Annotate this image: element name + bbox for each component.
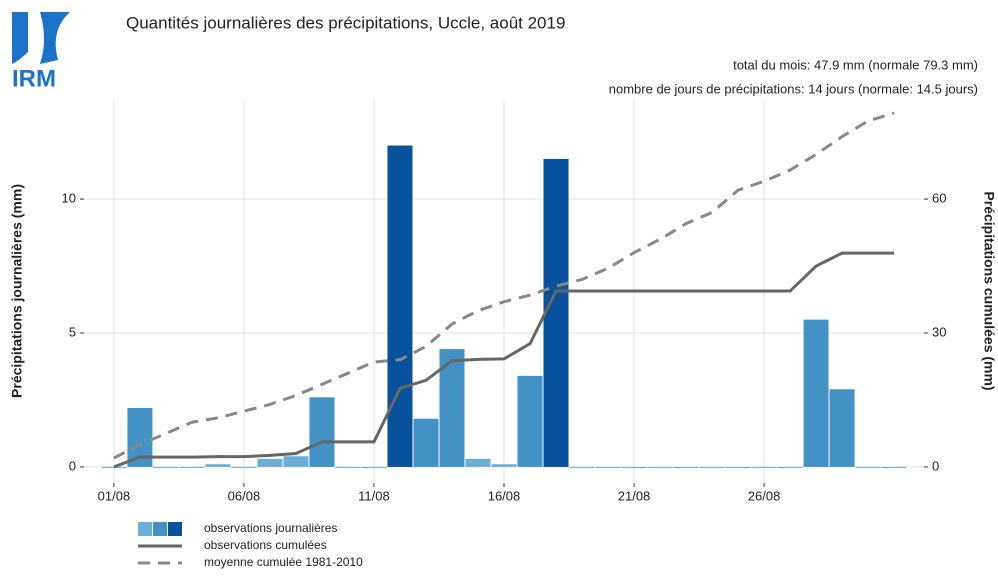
logo-text: IRM: [12, 65, 56, 92]
bar: [283, 456, 309, 467]
logo-shape: [12, 12, 70, 64]
bar: [387, 145, 413, 467]
legend-label: observations journalières: [204, 521, 337, 535]
bar: [751, 466, 777, 468]
bar: [257, 458, 283, 467]
bar: [777, 466, 803, 468]
bar: [361, 466, 387, 468]
line: [113, 111, 895, 460]
bar: [309, 397, 335, 467]
bar: [543, 158, 569, 467]
x-tick-label: 06/08: [228, 488, 261, 503]
bar: [413, 418, 439, 467]
x-tick-label: 11/08: [358, 488, 390, 503]
x-tick-label: 16/08: [488, 488, 521, 503]
bar: [179, 466, 205, 468]
bar: [647, 466, 673, 468]
y2-axis-title: Précipitations cumulées (mm): [981, 191, 997, 390]
chart-title: Quantités journalières des précipitation…: [126, 13, 565, 32]
x-tick-label: 01/08: [98, 488, 131, 503]
x-tick-label: 21/08: [618, 488, 651, 503]
bar: [491, 464, 517, 467]
y-axis-title: Précipitations journalières (mm): [9, 184, 25, 398]
legend-swatch: [138, 522, 152, 536]
y2-tick-label: 30: [932, 324, 946, 339]
bar: [725, 466, 751, 468]
legend-swatch: [168, 522, 182, 536]
bar: [205, 464, 231, 467]
bar: [517, 375, 543, 467]
bar: [569, 466, 595, 468]
subtitle: total du mois: 47.9 mm (normale 79.3 mm): [733, 57, 978, 72]
y2-tick-label: 60: [932, 191, 946, 206]
bar: [699, 466, 725, 468]
bar: [595, 466, 621, 468]
x-tick-label: 26/08: [748, 488, 781, 503]
y-tick-label: 0: [69, 458, 76, 473]
legend-label: moyenne cumulée 1981-2010: [204, 555, 363, 569]
bar: [673, 466, 699, 468]
y2-tick-label: 0: [932, 458, 939, 473]
line: [113, 251, 895, 469]
bar: [803, 319, 829, 467]
bar: [335, 466, 361, 468]
bar: [465, 458, 491, 467]
bar: [153, 466, 179, 468]
bar: [829, 389, 855, 467]
subtitle: nombre de jours de précipitations: 14 jo…: [609, 81, 978, 96]
bar: [881, 466, 907, 468]
bar: [231, 466, 257, 468]
bar: [101, 466, 127, 468]
legend-label: observations cumulées: [204, 538, 327, 552]
y-tick-label: 10: [62, 191, 76, 206]
legend-swatch: [153, 522, 167, 536]
y-tick-label: 5: [69, 324, 76, 339]
bar: [621, 466, 647, 468]
bar: [855, 466, 881, 468]
